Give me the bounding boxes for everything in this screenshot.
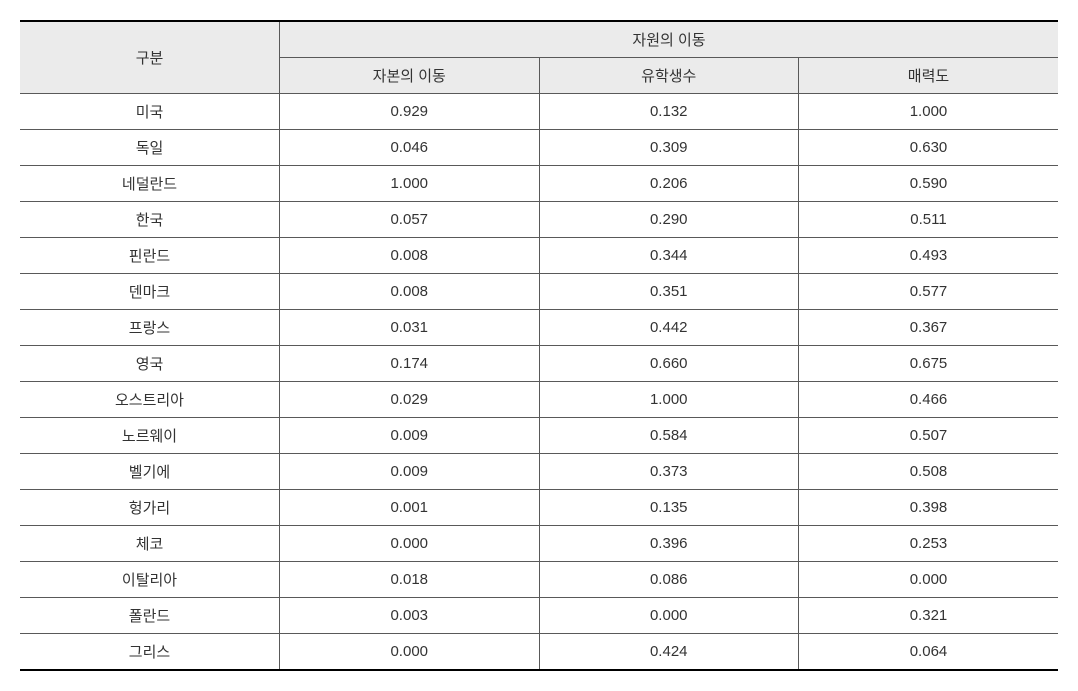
data-cell: 0.000	[799, 562, 1059, 598]
data-cell: 0.253	[799, 526, 1059, 562]
data-cell: 0.046	[280, 130, 540, 166]
data-cell: 0.493	[799, 238, 1059, 274]
row-label: 덴마크	[20, 274, 280, 310]
row-label: 네덜란드	[20, 166, 280, 202]
data-cell: 0.018	[280, 562, 540, 598]
row-label: 미국	[20, 94, 280, 130]
data-cell: 0.008	[280, 238, 540, 274]
header-col-1: 자본의 이동	[280, 58, 540, 94]
row-label: 영국	[20, 346, 280, 382]
table-header: 구분 자원의 이동 자본의 이동 유학생수 매력도	[20, 21, 1058, 94]
data-cell: 0.000	[539, 598, 799, 634]
row-label: 노르웨이	[20, 418, 280, 454]
data-cell: 0.000	[280, 526, 540, 562]
data-cell: 0.584	[539, 418, 799, 454]
data-cell: 0.396	[539, 526, 799, 562]
data-cell: 0.132	[539, 94, 799, 130]
data-table-container: 구분 자원의 이동 자본의 이동 유학생수 매력도 미국0.9290.1321.…	[20, 20, 1058, 671]
data-cell: 0.031	[280, 310, 540, 346]
data-cell: 0.511	[799, 202, 1059, 238]
data-cell: 0.064	[799, 634, 1059, 671]
table-row: 그리스0.0000.4240.064	[20, 634, 1058, 671]
row-label: 폴란드	[20, 598, 280, 634]
table-row: 노르웨이0.0090.5840.507	[20, 418, 1058, 454]
data-cell: 0.321	[799, 598, 1059, 634]
data-cell: 0.003	[280, 598, 540, 634]
data-cell: 0.086	[539, 562, 799, 598]
row-label: 그리스	[20, 634, 280, 671]
table-row: 독일0.0460.3090.630	[20, 130, 1058, 166]
data-cell: 0.057	[280, 202, 540, 238]
data-cell: 0.000	[280, 634, 540, 671]
data-cell: 0.398	[799, 490, 1059, 526]
table-row: 네덜란드1.0000.2060.590	[20, 166, 1058, 202]
data-cell: 0.351	[539, 274, 799, 310]
data-cell: 0.424	[539, 634, 799, 671]
table-row: 헝가리0.0010.1350.398	[20, 490, 1058, 526]
header-col-3: 매력도	[799, 58, 1059, 94]
data-cell: 0.029	[280, 382, 540, 418]
data-cell: 0.508	[799, 454, 1059, 490]
data-cell: 0.135	[539, 490, 799, 526]
row-label: 독일	[20, 130, 280, 166]
data-cell: 0.577	[799, 274, 1059, 310]
header-col-2: 유학생수	[539, 58, 799, 94]
table-row: 이탈리아0.0180.0860.000	[20, 562, 1058, 598]
data-cell: 0.373	[539, 454, 799, 490]
data-cell: 0.660	[539, 346, 799, 382]
data-cell: 0.008	[280, 274, 540, 310]
data-cell: 0.309	[539, 130, 799, 166]
row-label: 벨기에	[20, 454, 280, 490]
data-cell: 0.206	[539, 166, 799, 202]
table-row: 벨기에0.0090.3730.508	[20, 454, 1058, 490]
table-body: 미국0.9290.1321.000독일0.0460.3090.630네덜란드1.…	[20, 94, 1058, 671]
header-row-label: 구분	[20, 21, 280, 94]
data-cell: 0.675	[799, 346, 1059, 382]
table-row: 영국0.1740.6600.675	[20, 346, 1058, 382]
row-label: 핀란드	[20, 238, 280, 274]
data-cell: 0.344	[539, 238, 799, 274]
data-cell: 0.507	[799, 418, 1059, 454]
table-row: 폴란드0.0030.0000.321	[20, 598, 1058, 634]
data-cell: 0.929	[280, 94, 540, 130]
data-cell: 0.009	[280, 454, 540, 490]
row-label: 오스트리아	[20, 382, 280, 418]
data-cell: 0.174	[280, 346, 540, 382]
table-row: 덴마크0.0080.3510.577	[20, 274, 1058, 310]
row-label: 한국	[20, 202, 280, 238]
table-row: 미국0.9290.1321.000	[20, 94, 1058, 130]
data-cell: 1.000	[799, 94, 1059, 130]
data-cell: 0.442	[539, 310, 799, 346]
row-label: 체코	[20, 526, 280, 562]
data-cell: 1.000	[280, 166, 540, 202]
row-label: 프랑스	[20, 310, 280, 346]
row-label: 이탈리아	[20, 562, 280, 598]
data-cell: 0.630	[799, 130, 1059, 166]
data-cell: 1.000	[539, 382, 799, 418]
row-label: 헝가리	[20, 490, 280, 526]
table-row: 오스트리아0.0291.0000.466	[20, 382, 1058, 418]
header-group: 자원의 이동	[280, 21, 1059, 58]
data-cell: 0.367	[799, 310, 1059, 346]
data-cell: 0.290	[539, 202, 799, 238]
data-cell: 0.001	[280, 490, 540, 526]
table-row: 프랑스0.0310.4420.367	[20, 310, 1058, 346]
data-cell: 0.590	[799, 166, 1059, 202]
table-row: 체코0.0000.3960.253	[20, 526, 1058, 562]
table-row: 핀란드0.0080.3440.493	[20, 238, 1058, 274]
header-row-1: 구분 자원의 이동	[20, 21, 1058, 58]
table-row: 한국0.0570.2900.511	[20, 202, 1058, 238]
data-table: 구분 자원의 이동 자본의 이동 유학생수 매력도 미국0.9290.1321.…	[20, 20, 1058, 671]
data-cell: 0.466	[799, 382, 1059, 418]
data-cell: 0.009	[280, 418, 540, 454]
